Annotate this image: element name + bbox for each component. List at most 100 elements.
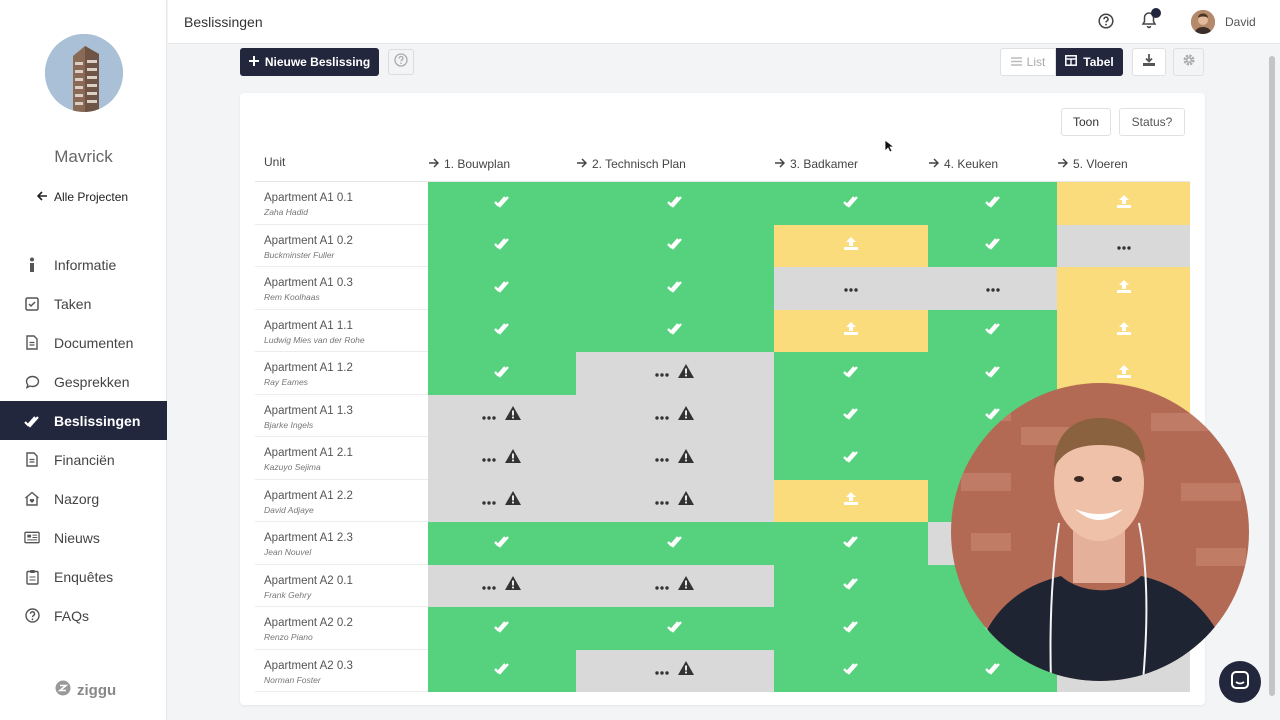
table-row[interactable]: Apartment A1 0.1 Zaha Hadid [255,182,1190,225]
status-cell-upload[interactable] [774,309,928,352]
status-cell-done[interactable] [428,352,576,395]
status-cell-warning[interactable] [576,564,774,607]
status-cell-done[interactable] [928,182,1057,225]
status-cell-done[interactable] [774,352,928,395]
status-cell-upload[interactable] [774,224,928,267]
double-check-icon [667,279,683,298]
unit-cell[interactable]: Apartment A1 1.2 Ray Eames [255,352,428,395]
unit-cell[interactable]: Apartment A1 0.1 Zaha Hadid [255,182,428,225]
sidebar-item-nazorg[interactable]: Nazorg [0,479,167,518]
new-decision-button[interactable]: Nieuwe Beslissing [240,48,379,76]
user-name[interactable]: David [1225,15,1256,29]
status-cell-done[interactable] [428,522,576,565]
status-cell-done[interactable] [774,182,928,225]
table-row[interactable]: Apartment A1 0.2 Buckminster Fuller [255,224,1190,267]
sidebar-item-beslissingen[interactable]: Beslissingen [0,401,167,440]
status-button[interactable]: Status? [1119,108,1185,136]
more-dots-icon [844,279,858,297]
help-button[interactable] [388,49,414,75]
column-header-keuken[interactable]: 4. Keuken [928,157,998,171]
status-cell-done[interactable] [576,267,774,310]
status-cell-upload[interactable] [1057,267,1190,310]
toon-button[interactable]: Toon [1061,108,1111,136]
column-header-bouwplan[interactable]: 1. Bouwplan [428,157,510,171]
status-cell-done[interactable] [576,224,774,267]
column-header-label: 4. Keuken [944,157,999,171]
table-row[interactable]: Apartment A1 0.3 Rem Koolhaas [255,267,1190,310]
status-cell-done[interactable] [774,522,928,565]
status-cell-done[interactable] [576,182,774,225]
sidebar-item-enquetes[interactable]: Enquêtes [0,557,167,596]
status-cell-warning[interactable] [576,394,774,437]
column-header-technisch-plan[interactable]: 2. Technisch Plan [576,157,686,171]
status-cell-done[interactable] [428,649,576,692]
view-list-button[interactable]: List [1000,48,1056,76]
sidebar-item-informatie[interactable]: Informatie [0,245,167,284]
sidebar-item-financien[interactable]: Financiën [0,440,167,479]
sidebar-item-gesprekken[interactable]: Gesprekken [0,362,167,401]
status-cell-done[interactable] [576,607,774,650]
unit-architect: Norman Foster [264,674,321,685]
unit-cell[interactable]: Apartment A1 2.2 David Adjaye [255,480,428,522]
status-cell-upload[interactable] [1057,182,1190,225]
download-button[interactable] [1132,48,1166,76]
status-cell-warning[interactable] [576,479,774,522]
status-cell-done[interactable] [928,224,1057,267]
help-icon[interactable] [1098,13,1114,34]
sidebar-item-taken[interactable]: Taken [0,284,167,323]
unit-cell[interactable]: Apartment A2 0.2 Renzo Piano [255,607,428,650]
status-cell-warning[interactable] [428,437,576,480]
status-cell-done[interactable] [576,522,774,565]
status-cell-done[interactable] [428,224,576,267]
status-cell-done[interactable] [928,352,1057,395]
view-table-button[interactable]: Tabel [1056,48,1123,76]
unit-cell[interactable]: Apartment A2 0.1 Frank Gehry [255,565,428,607]
settings-button[interactable] [1173,48,1204,76]
status-cell-done[interactable] [774,607,928,650]
status-cell-warning[interactable] [576,352,774,395]
unit-cell[interactable]: Apartment A1 2.1 Kazuyo Sejima [255,437,428,480]
status-cell-upload[interactable] [774,479,928,522]
unit-cell[interactable]: Apartment A2 0.3 Norman Foster [255,650,428,692]
status-cell-upload[interactable] [1057,309,1190,352]
status-cell-done[interactable] [428,309,576,352]
status-cell-warning[interactable] [576,437,774,480]
status-cell-done[interactable] [428,182,576,225]
column-header-badkamer[interactable]: 3. Badkamer [774,157,858,171]
status-cell-done[interactable] [774,437,928,480]
avatar[interactable] [1191,10,1215,34]
status-cell-pending[interactable] [1057,224,1190,267]
unit-cell[interactable]: Apartment A1 0.2 Buckminster Fuller [255,225,428,267]
status-cell-done[interactable] [428,267,576,310]
status-cell-done[interactable] [428,607,576,650]
unit-cell[interactable]: Apartment A1 1.1 Ludwig Mies van der Rohe [255,310,428,352]
unit-cell[interactable]: Apartment A1 2.3 Jean Nouvel [255,522,428,565]
chat-support-button[interactable] [1219,661,1261,703]
table-row[interactable]: Apartment A2 0.3 Norman Foster [255,649,1190,692]
status-cell-warning[interactable] [428,479,576,522]
status-cell-warning[interactable] [428,394,576,437]
double-check-icon [843,194,859,213]
sidebar-item-documenten[interactable]: Documenten [0,323,167,362]
status-cell-done[interactable] [576,309,774,352]
status-cell-pending[interactable] [928,267,1057,310]
table-row[interactable]: Apartment A1 1.2 Ray Eames [255,352,1190,395]
double-check-icon [984,194,1001,213]
sidebar-item-label: Informatie [54,256,117,273]
table-row[interactable]: Apartment A1 1.1 Ludwig Mies van der Rohe [255,309,1190,352]
status-cell-done[interactable] [928,309,1057,352]
column-header-unit[interactable]: Unit [264,155,285,169]
status-cell-warning[interactable] [428,564,576,607]
unit-cell[interactable]: Apartment A1 1.3 Bjarke Ingels [255,395,428,437]
status-cell-done[interactable] [774,564,928,607]
unit-cell[interactable]: Apartment A1 0.3 Rem Koolhaas [255,267,428,310]
back-to-projects-link[interactable]: Alle Projecten [36,190,128,204]
column-header-vloeren[interactable]: 5. Vloeren [1057,157,1128,171]
sidebar-item-faqs[interactable]: FAQs [0,596,167,635]
sidebar-item-nieuws[interactable]: Nieuws [0,518,167,557]
status-cell-done[interactable] [774,649,928,692]
page-scrollbar[interactable] [1269,56,1275,696]
status-cell-done[interactable] [774,394,928,437]
status-cell-warning[interactable] [576,649,774,692]
status-cell-pending[interactable] [774,267,928,310]
